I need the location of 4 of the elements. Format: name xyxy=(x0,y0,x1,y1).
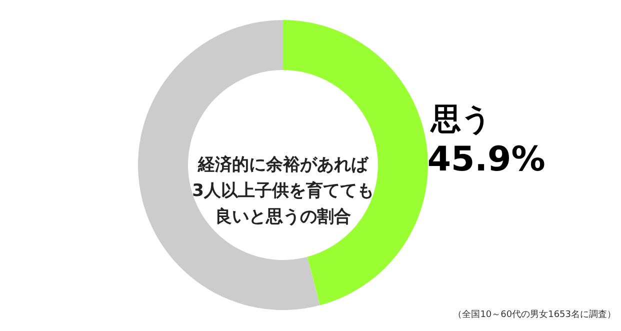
text: （全国10～60代の男女1653名に調査） xyxy=(453,309,616,320)
text: 経済的に余裕があれば3人以上子供を育てても良いと思うの割合 xyxy=(192,155,374,227)
data-label: 45.9% xyxy=(427,140,546,180)
slice-label: 思う xyxy=(430,102,492,137)
